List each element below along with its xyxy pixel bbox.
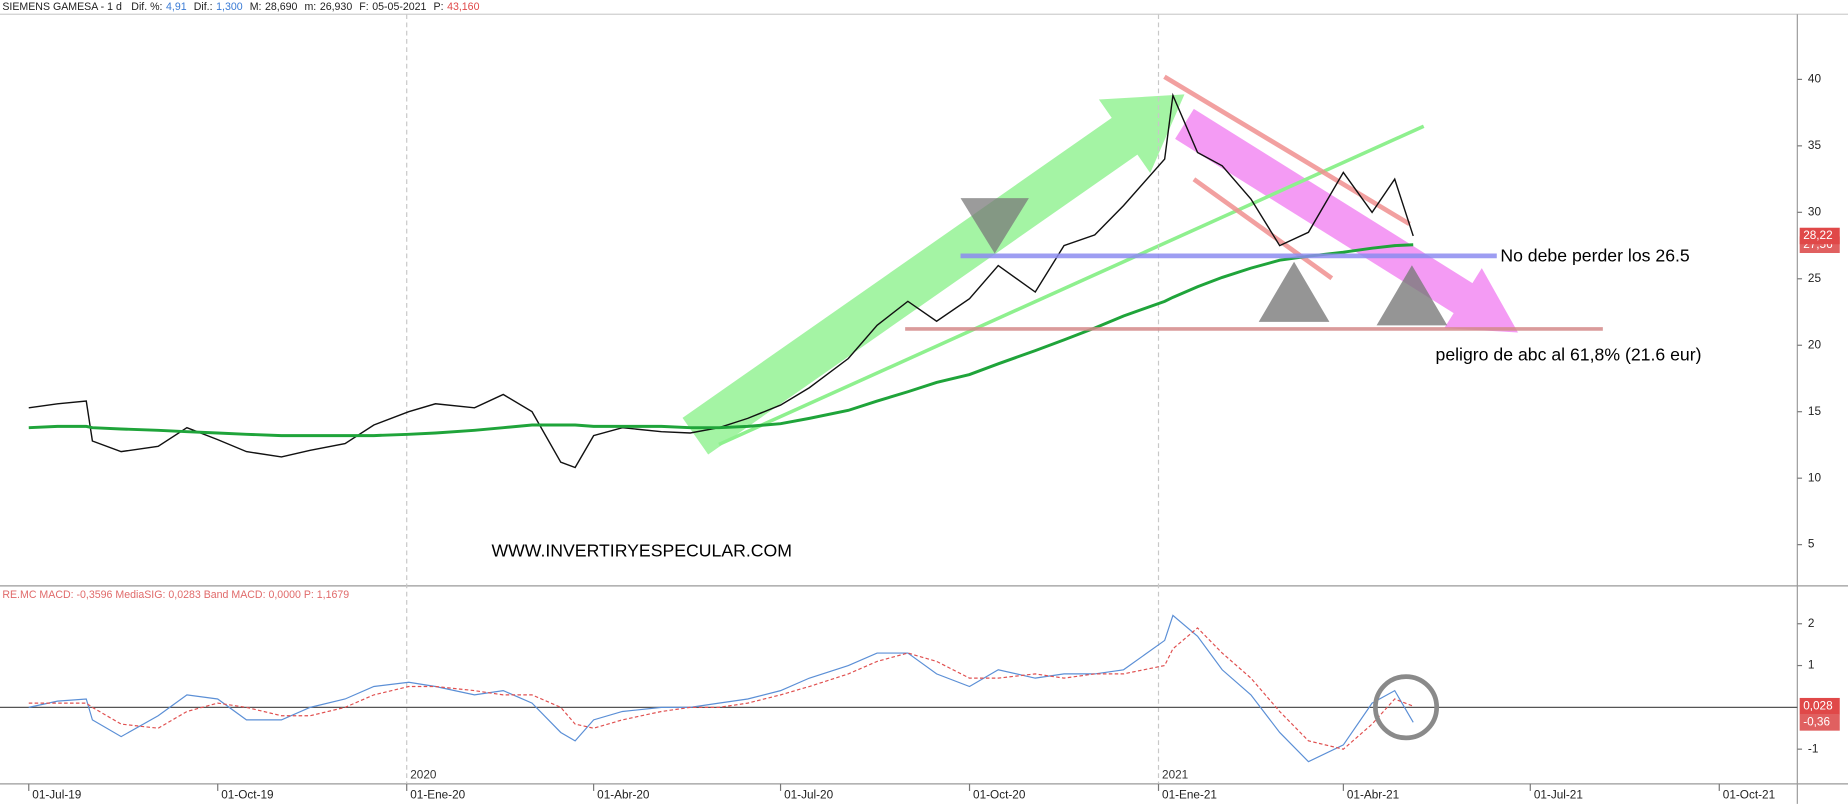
- drawings-over: No debe perder los 26.5 peligro de abc a…: [2, 1, 1702, 741]
- x-tick-label: 01-Abr-21: [1347, 789, 1399, 802]
- x-tick-label: 01-Jul-20: [784, 789, 834, 802]
- y-tick-label: 25: [1808, 272, 1822, 285]
- stat-value: 05-05-2021: [372, 1, 426, 13]
- x-tick-label: 01-Jul-19: [32, 789, 81, 802]
- price-tag-label: 0,028: [1803, 699, 1833, 712]
- stat-label: F:: [359, 1, 368, 13]
- price-tag: [1799, 714, 1840, 731]
- annotation: peligro de abc al 61,8% (21.6 eur): [1436, 345, 1702, 365]
- y-tick-label: 2: [1808, 617, 1815, 630]
- price-tag: [1799, 227, 1840, 245]
- trend-arrow: [682, 94, 1185, 455]
- stat-label: Dif.:: [194, 1, 213, 13]
- series-line: [28, 627, 1414, 750]
- series-line: [28, 243, 1414, 438]
- price-tag: [1799, 697, 1840, 715]
- stat-label: Dif. %:: [131, 1, 162, 13]
- watermark: WWW.INVERTIRYESPECULAR.COM: [491, 540, 792, 560]
- y-tick-label: 5: [1808, 538, 1815, 551]
- plot: Dif. %: 4,91 Dif.: 1,300 M: 28,690 m: 26,930 F: 0…: [28, 1, 1840, 802]
- y-tick-label: 35: [1808, 139, 1822, 152]
- year-label: 2020: [410, 769, 437, 782]
- x-tick-label: 01-Oct-20: [973, 789, 1026, 802]
- stat-value: 1,300: [216, 1, 243, 13]
- y-tick-label: 30: [1808, 205, 1822, 218]
- y-tick-label: -1: [1808, 742, 1818, 755]
- annotation: No debe perder los 26.5: [1500, 246, 1690, 266]
- stat-label: P:: [434, 1, 444, 13]
- trend-line: [718, 124, 1425, 447]
- x-tick-label: 01-Jul-21: [1534, 789, 1583, 802]
- triangle-up: [1376, 265, 1448, 326]
- stat-label: m:: [304, 1, 316, 13]
- triangle-up: [1258, 261, 1330, 322]
- year-label: 2021: [1162, 769, 1188, 782]
- highlight-circle: [1373, 674, 1440, 741]
- stat-label: M:: [250, 1, 262, 13]
- stat-value: 26,930: [320, 1, 353, 13]
- stat-value: 43,160: [447, 1, 480, 13]
- chart-title: SIEMENS GAMESA - 1 d: [2, 1, 122, 13]
- y-tick-label: 1: [1808, 659, 1815, 672]
- price-tag-label: 28,22: [1803, 229, 1832, 242]
- x-tick-label: 01-Ene-20: [410, 789, 465, 802]
- drawings-under: [0, 14, 1798, 784]
- x-tick-label: 01-Abr-20: [597, 789, 650, 802]
- channel-line: [1163, 74, 1411, 227]
- stat-value: 28,690: [265, 1, 298, 13]
- y-tick-label: 20: [1808, 338, 1822, 351]
- macd-title: RE.MC MACD: -0,3596 MediaSIG: 0,0283 Ban…: [2, 589, 349, 601]
- triangle-down: [960, 198, 1029, 254]
- y-tick-label: 15: [1808, 405, 1822, 418]
- y-tick-label: 40: [1808, 72, 1822, 85]
- price-tag-label: -0,36: [1803, 716, 1830, 729]
- x-tick-label: 01-Ene-21: [1162, 789, 1217, 802]
- channel-line: [1192, 177, 1334, 281]
- x-tick-label: 01-Oct-19: [221, 789, 273, 802]
- x-tick-label: 01-Oct-21: [1723, 789, 1775, 802]
- series-line: [28, 614, 1414, 763]
- stat-value: 4,91: [166, 1, 187, 13]
- trend-arrow: [1175, 108, 1518, 333]
- y-tick-label: 10: [1808, 471, 1822, 484]
